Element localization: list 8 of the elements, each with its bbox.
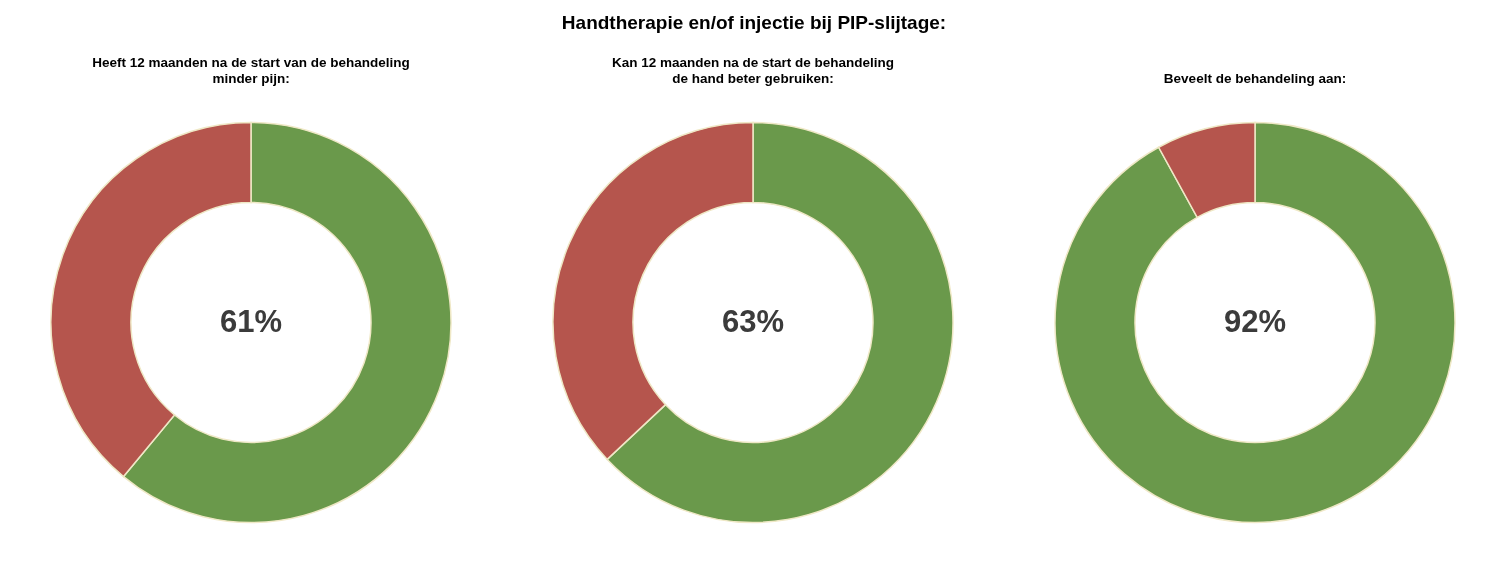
data-label: 92% (1223, 303, 1287, 339)
chart-subtitle: Kan 12 maanden na de start de behandeling de hand beter gebruiken: (611, 54, 895, 86)
data-label: 61% (219, 303, 283, 339)
chart-subtitle: Beveelt de behandeling aan: (1163, 70, 1347, 86)
text: Handtherapie en/of injectie bij PIP-slijtage: (560, 11, 948, 35)
chart-subtitle: Heeft 12 maanden na de start van de behandeling minder pijn: (92, 54, 410, 86)
donut-slice (1054, 121, 1456, 523)
data-label: 63% (721, 303, 785, 339)
